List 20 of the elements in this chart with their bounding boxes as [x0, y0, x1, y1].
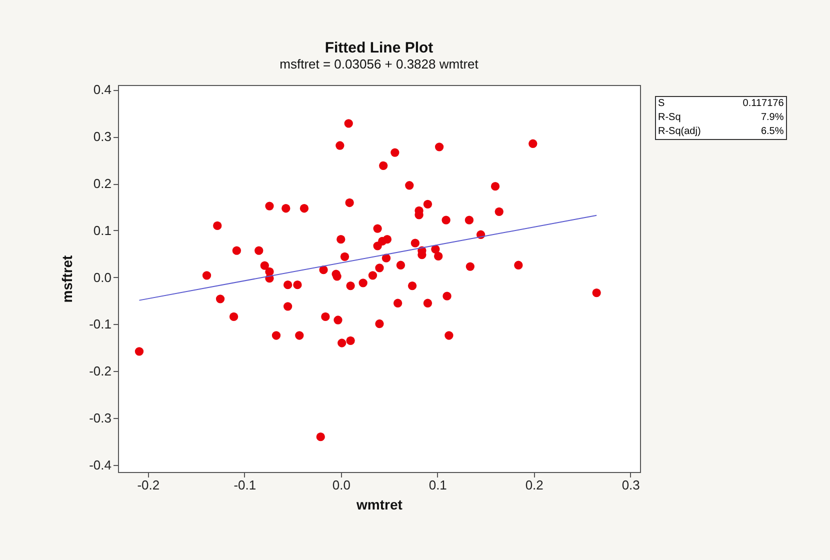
x-tick-label: 0.3 — [622, 478, 640, 492]
y-tick-label: -0.2 — [89, 364, 112, 379]
chart-title: Fitted Line Plot — [324, 40, 434, 57]
y-tick-label: -0.4 — [89, 457, 112, 472]
y-tick-label: 0.1 — [93, 222, 112, 238]
y-tick-label: -0.1 — [89, 316, 112, 332]
x-tick-label: 0.2 — [525, 478, 544, 492]
y-tick-label: -0.3 — [89, 410, 112, 426]
statistics-table: S 0.117176 R-Sq 7.9% R-Sq(adj) 6.5% — [655, 96, 787, 140]
chart-subtitle: msftret = 0.03056 + 0.3828 wmtret — [280, 56, 479, 72]
x-tick-label: 0.1 — [428, 478, 447, 492]
x-tick-label: 0.0 — [332, 478, 350, 492]
y-tick-label: 0.2 — [93, 176, 112, 192]
y-tick-label: 0.0 — [93, 270, 112, 285]
y-tick-label: 0.4 — [93, 82, 112, 98]
y-axis-title: msftret — [59, 254, 76, 303]
x-tick-label: -0.2 — [137, 478, 160, 492]
x-axis-title: wmtret — [356, 496, 403, 512]
x-tick-label: -0.1 — [234, 478, 256, 492]
y-tick-label: 0.3 — [93, 129, 112, 144]
